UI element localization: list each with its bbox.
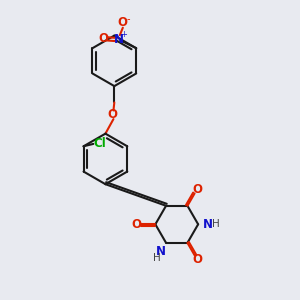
Text: O: O <box>192 182 202 196</box>
Text: +: + <box>120 30 127 39</box>
Text: N: N <box>156 244 166 258</box>
Text: N: N <box>203 218 213 231</box>
Text: Cl: Cl <box>94 137 106 150</box>
Text: O: O <box>98 32 108 45</box>
Text: O: O <box>118 16 128 29</box>
Text: N: N <box>113 33 123 46</box>
Text: H: H <box>153 253 161 263</box>
Text: O: O <box>131 218 141 231</box>
Text: -: - <box>126 14 130 24</box>
Text: O: O <box>192 253 202 266</box>
Text: H: H <box>212 219 220 229</box>
Text: O: O <box>107 108 117 122</box>
